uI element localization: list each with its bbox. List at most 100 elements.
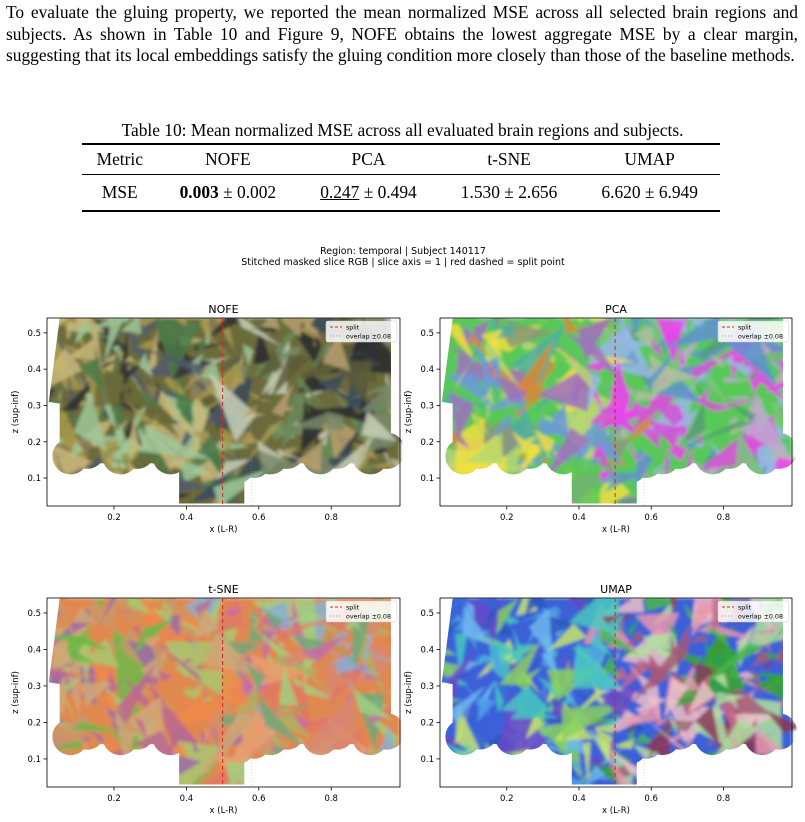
texture-facet [731, 472, 757, 480]
texture-facet [112, 474, 126, 504]
texture-facet [469, 394, 489, 436]
texture-facet [605, 454, 616, 480]
texture-facet [741, 676, 760, 689]
texture-facet [284, 447, 299, 458]
texture-facet [70, 512, 134, 528]
y-tick-label: 0.3 [420, 401, 434, 411]
panel-title: PCA [605, 303, 627, 316]
y-tick-label: 0.4 [27, 645, 41, 655]
texture-facet [261, 318, 281, 330]
y-tick-label: 0.2 [420, 718, 434, 728]
texture-facet [121, 732, 147, 770]
texture-facet [79, 683, 111, 706]
texture-facet [723, 377, 754, 383]
texture-facet [661, 776, 688, 785]
texture-facet [625, 633, 667, 657]
texture-facet [205, 326, 210, 345]
texture-facet [258, 479, 286, 495]
texture-facet [487, 400, 535, 430]
texture-facet [299, 715, 332, 734]
mean: 6.620 [601, 182, 641, 202]
texture-facet [727, 401, 757, 423]
texture-facet [563, 743, 581, 757]
texture-facet [629, 318, 649, 335]
texture-facet [601, 739, 610, 752]
texture-facet [643, 489, 681, 503]
texture-facet [104, 320, 123, 363]
texture-facet [182, 362, 217, 394]
texture-facet [57, 686, 79, 728]
texture-facet [644, 490, 660, 504]
texture-facet [178, 616, 202, 631]
texture-facet [573, 623, 621, 686]
texture-facet [198, 396, 225, 413]
texture-facet [487, 413, 514, 445]
texture-facet [70, 647, 95, 664]
texture-facet [496, 324, 515, 340]
texture-facet [284, 470, 313, 502]
texture-facet [650, 453, 680, 473]
table-row: MSE 0.003 ± 0.002 0.247 ± 0.494 1.530 ± 2.6… [82, 174, 720, 212]
texture-facet [191, 443, 207, 452]
texture-facet [142, 470, 153, 500]
texture-facet [127, 325, 155, 367]
header-cell: t-SNE [438, 143, 580, 175]
texture-facet [233, 736, 277, 768]
y-tick-label: 0.3 [27, 401, 41, 411]
texture-facet [711, 673, 729, 689]
texture-facet [48, 692, 55, 710]
x-tick-label: 0.2 [500, 794, 514, 804]
panel-title: t-SNE [208, 583, 238, 596]
texture-facet [324, 663, 339, 703]
std: 2.656 [518, 182, 558, 202]
texture-facet [493, 471, 528, 492]
texture-facet [122, 612, 150, 626]
texture-facet [598, 322, 630, 348]
texture-facet [353, 688, 394, 720]
texture-facet [585, 754, 605, 770]
x-tick-label: 0.6 [644, 513, 658, 523]
texture-facet [561, 704, 625, 741]
mean: 0.003 [179, 182, 219, 202]
texture-facet [280, 586, 305, 598]
texture-facet [710, 672, 766, 705]
texture-facet [200, 724, 208, 769]
texture-facet [136, 337, 155, 350]
texture-facet [787, 602, 798, 615]
texture-facet [567, 385, 608, 425]
texture-facet [128, 768, 173, 780]
mean: 1.530 [460, 182, 500, 202]
texture-facet [48, 479, 87, 497]
texture-facet [270, 734, 290, 751]
texture-facet [73, 477, 100, 504]
texture-facet [345, 642, 371, 661]
texture-facet [320, 623, 345, 639]
texture-facet [441, 763, 450, 785]
texture-facet [287, 318, 322, 342]
texture-facet [223, 640, 269, 657]
y-axis-label: z (sup-inf) [404, 671, 414, 714]
texture-facet [144, 712, 156, 738]
texture-facet [132, 624, 142, 636]
texture-facet [91, 475, 115, 493]
texture-facet [684, 420, 755, 446]
texture-facet [441, 748, 480, 785]
texture-facet [298, 692, 309, 699]
texture-facet [668, 484, 695, 501]
texture-facet [639, 430, 654, 443]
texture-facet [687, 680, 717, 714]
texture-facet [584, 765, 606, 785]
texture-facet [491, 723, 498, 726]
texture-facet [663, 678, 690, 718]
texture-facet [368, 714, 385, 725]
texture-facet [679, 339, 701, 372]
texture-facet [741, 393, 791, 461]
texture-facet [482, 353, 496, 400]
texture-facet [441, 598, 449, 610]
legend-entry: overlap ±0.08 [738, 613, 783, 620]
texture-facet [360, 483, 397, 504]
texture-facet [625, 373, 640, 413]
texture-facet [48, 484, 58, 502]
texture-facet [134, 730, 176, 761]
texture-facet [176, 381, 187, 396]
